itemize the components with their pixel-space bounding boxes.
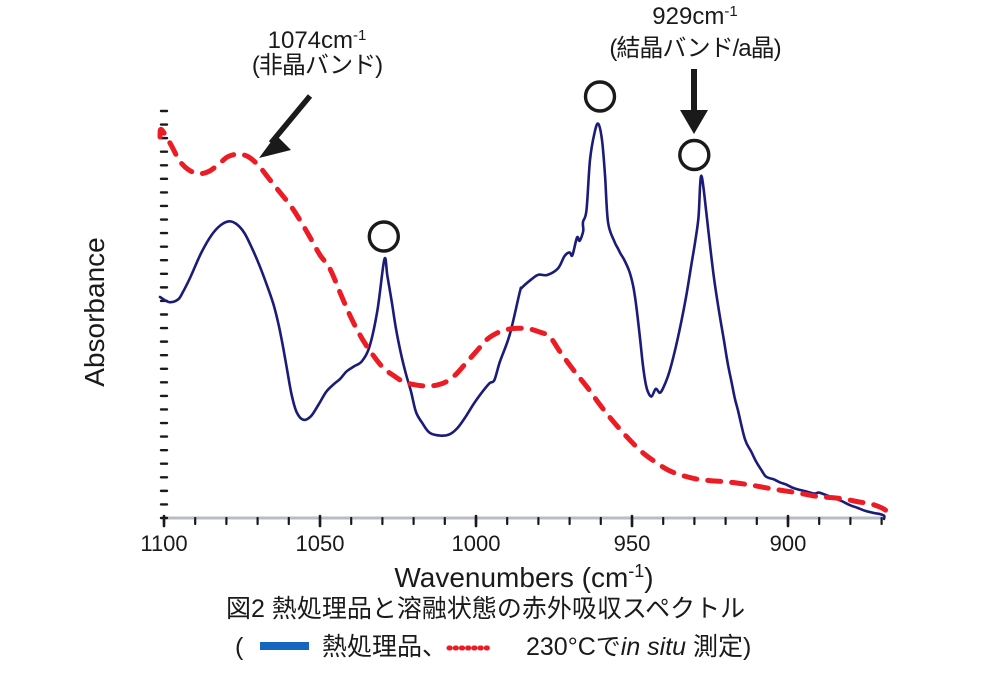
svg-text:1074cm-1: 1074cm-1 [268,27,367,55]
svg-text:1050: 1050 [296,531,345,556]
svg-text:(結晶バンド/a晶): (結晶バンド/a晶) [609,35,780,62]
svg-text:1100: 1100 [140,531,187,556]
svg-text:Absorbance: Absorbance [79,237,110,386]
svg-text:(非晶バンド): (非晶バンド) [252,52,382,79]
svg-text:950: 950 [614,531,651,556]
svg-text:Wavenumbers (cm-1): Wavenumbers (cm-1) [394,561,653,593]
svg-text:1000: 1000 [452,531,501,556]
svg-text:(: ( [235,633,244,661]
svg-text:230°Cでin situ 測定): 230°Cでin situ 測定) [526,633,751,661]
svg-text:900: 900 [770,531,807,556]
svg-text:熱処理品、: 熱処理品、 [322,633,447,661]
svg-text:図2 熱処理品と溶融状態の赤外吸収スペクトル: 図2 熱処理品と溶融状態の赤外吸収スペクトル [226,595,745,623]
